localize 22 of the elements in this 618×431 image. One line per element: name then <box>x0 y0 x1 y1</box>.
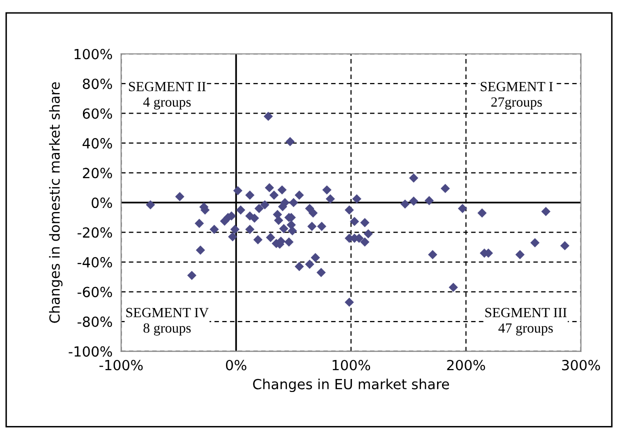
x-tick-label: 0% <box>226 360 246 370</box>
annotation: SEGMENT III 47 groups <box>485 308 567 336</box>
annotation: SEGMENT IV 8 groups <box>126 308 209 336</box>
y-tick-label: -20% <box>78 227 112 238</box>
y-tick-label: -40% <box>78 257 112 268</box>
y-tick-label: 100% <box>74 48 112 60</box>
y-tick-label: -80% <box>78 316 112 327</box>
y-tick-label: -100% <box>68 346 112 357</box>
y-tick-label: 0% <box>92 198 112 208</box>
y-tick-label: 80% <box>82 78 112 90</box>
y-tick-label: 20% <box>82 168 112 178</box>
y-tick-label: 40% <box>82 138 112 149</box>
annotation: SEGMENT I 27groups <box>480 82 553 110</box>
x-tick-label: -100% <box>99 360 143 370</box>
x-axis-title: Changes in EU market share <box>253 378 450 392</box>
y-tick-label: 60% <box>82 108 112 119</box>
y-axis-title: Changes in domestic market share <box>49 82 63 323</box>
annotation: SEGMENT II 4 groups <box>129 82 206 110</box>
x-tick-label: 200% <box>447 360 486 370</box>
x-tick-label: 100% <box>332 360 370 370</box>
x-tick-label: 300% <box>562 360 600 370</box>
y-tick-label: -60% <box>78 286 112 298</box>
